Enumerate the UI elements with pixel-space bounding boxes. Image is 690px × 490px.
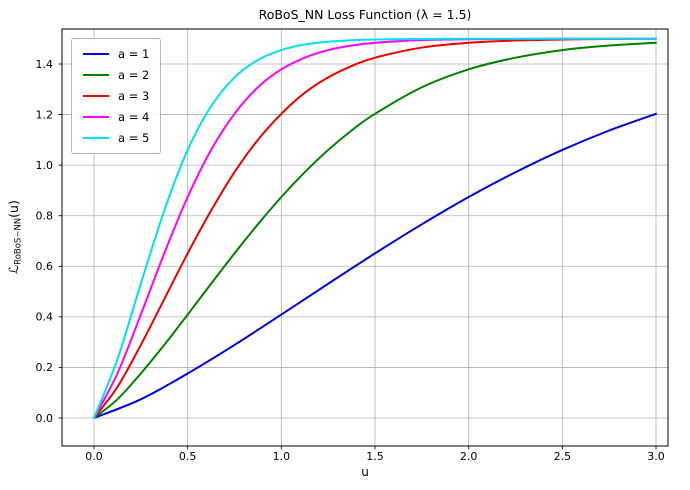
- series-curve-a=1: [93, 112, 657, 419]
- x-tick-label: 3.0: [647, 450, 665, 463]
- y-tick-label: 0.6: [36, 260, 54, 273]
- legend-label: a = 3: [118, 89, 150, 103]
- y-tick-label: 0.8: [36, 210, 54, 223]
- x-axis-label: u: [361, 465, 369, 479]
- legend-label: a = 4: [118, 110, 150, 124]
- y-tick-label: 0.0: [36, 412, 54, 425]
- legend-item: a = 3: [83, 88, 149, 104]
- x-tick-label: 2.0: [460, 450, 478, 463]
- legend-line-swatch: [83, 95, 109, 97]
- legend-item: a = 2: [83, 67, 149, 83]
- x-tick-label: 1.0: [273, 450, 291, 463]
- legend-label: a = 1: [118, 47, 150, 61]
- x-tick-label: 0.0: [85, 450, 103, 463]
- legend-line-swatch: [83, 116, 109, 118]
- legend-label: a = 5: [118, 131, 150, 145]
- y-tick-label: 1.0: [36, 159, 54, 172]
- y-tick-label: 0.4: [36, 311, 54, 324]
- y-tick-label: 0.2: [36, 361, 54, 374]
- legend-label: a = 2: [118, 68, 150, 82]
- legend-item: a = 1: [83, 46, 149, 62]
- y-axis-label: ℒRoBoS−NN(u): [6, 200, 24, 274]
- legend: a = 1 a = 2 a = 3 a = 4 a = 5: [71, 38, 162, 154]
- legend-line-swatch: [83, 53, 109, 55]
- legend-item: a = 5: [83, 130, 149, 146]
- x-tick-label: 0.5: [179, 450, 197, 463]
- series-curve-a=5: [93, 37, 657, 419]
- y-tick-label: 1.2: [36, 108, 54, 121]
- legend-line-swatch: [83, 74, 109, 76]
- legend-line-swatch: [83, 137, 109, 139]
- series-curve-a=3: [93, 37, 657, 419]
- series-curve-a=2: [93, 41, 657, 419]
- x-tick-label: 2.5: [554, 450, 572, 463]
- legend-item: a = 4: [83, 109, 149, 125]
- plot-border: [61, 28, 669, 447]
- y-tick-label: 1.4: [36, 58, 54, 71]
- x-tick-label: 1.5: [366, 450, 384, 463]
- chart-title: RoBoS_NN Loss Function (λ = 1.5): [258, 7, 472, 22]
